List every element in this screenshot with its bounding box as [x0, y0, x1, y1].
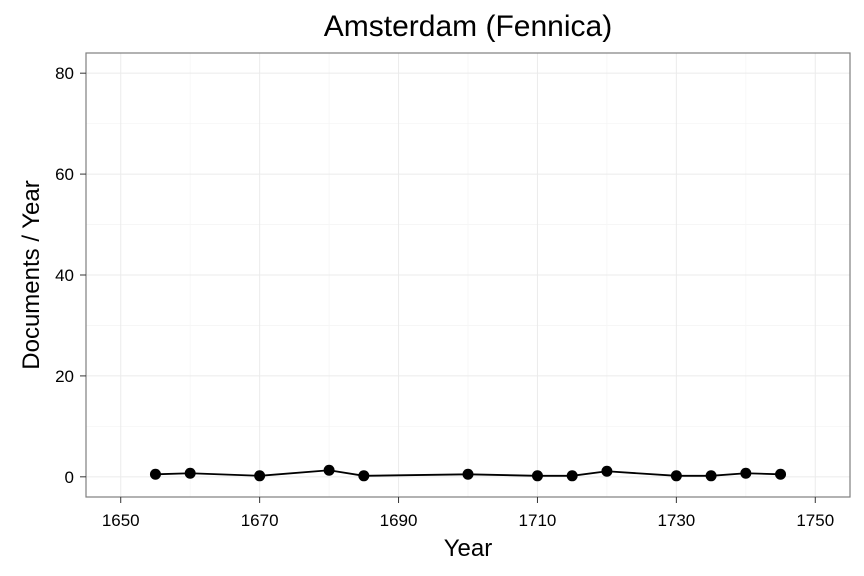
data-point [670, 470, 682, 482]
x-tick-label: 1650 [102, 511, 140, 530]
y-tick-label: 20 [55, 367, 74, 386]
x-tick-label: 1670 [241, 511, 279, 530]
data-point [462, 468, 474, 480]
y-tick-label: 0 [65, 468, 74, 487]
x-tick-label: 1710 [519, 511, 557, 530]
chart-title: Amsterdam (Fennica) [324, 10, 612, 43]
x-tick-label: 1730 [657, 511, 695, 530]
data-point [740, 467, 752, 479]
y-tick-label: 40 [55, 266, 74, 285]
data-point [531, 470, 543, 482]
data-point [254, 470, 266, 482]
data-point [149, 468, 161, 480]
y-tick-label: 80 [55, 64, 74, 83]
y-tick-label: 60 [55, 165, 74, 184]
data-point [705, 470, 717, 482]
y-axis-title: Documents / Year [18, 180, 45, 369]
data-point [323, 464, 335, 476]
data-point [775, 468, 787, 480]
data-point [566, 470, 578, 482]
x-tick-label: 1750 [796, 511, 834, 530]
data-point [358, 470, 370, 482]
x-tick-label: 1690 [380, 511, 418, 530]
x-axis-title: Year [444, 535, 493, 562]
axis-ticks: 1650 1670 1690 1710 1730 1750 0 20 40 60 80 [55, 64, 834, 530]
series [149, 464, 787, 482]
grid [86, 53, 850, 497]
data-point [184, 467, 196, 479]
data-point [601, 465, 613, 477]
